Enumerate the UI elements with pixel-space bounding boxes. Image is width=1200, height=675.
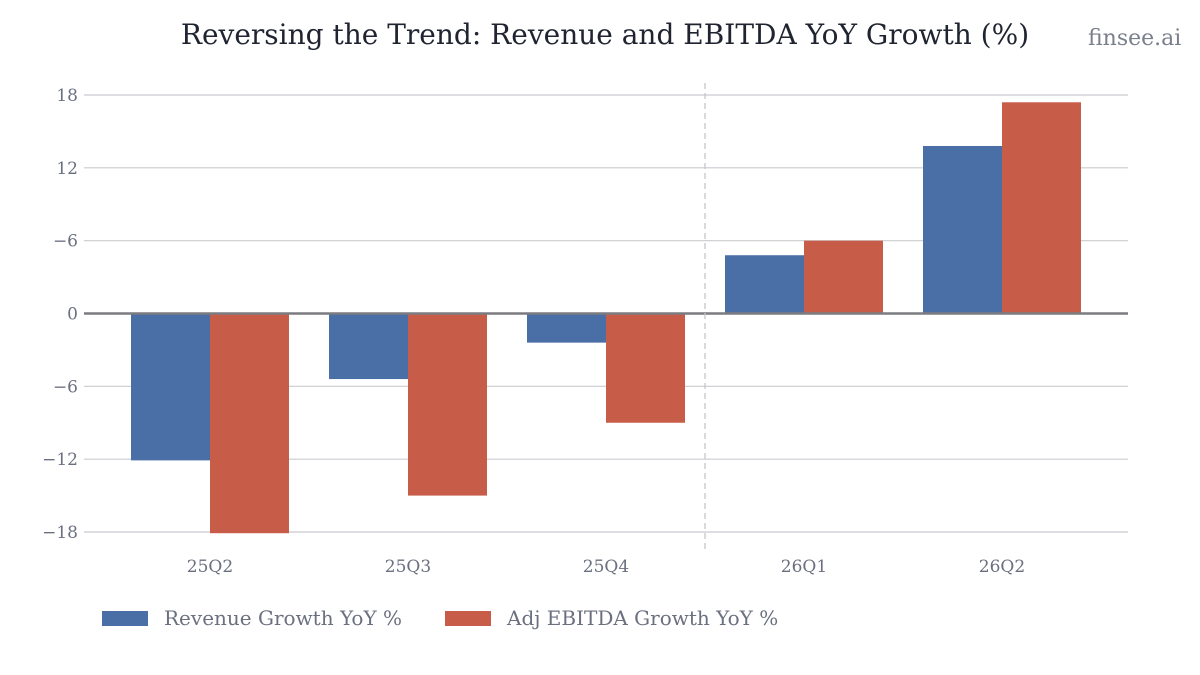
y-tick-label: −12: [42, 450, 78, 470]
y-tick-label: −18: [42, 523, 78, 543]
y-tick-label: −6: [53, 232, 78, 252]
ebitda-growth-bar: [606, 313, 685, 423]
ebitda-growth-bar: [1002, 102, 1081, 314]
chart-title: Reversing the Trend: Revenue and EBITDA …: [180, 18, 1030, 51]
x-tick-label: 26Q1: [781, 557, 827, 577]
y-axis-ticks: −18 −12 −6 0 −6 12 18: [42, 86, 78, 543]
revenue-growth-bar: [725, 255, 804, 314]
legend-label: Adj EBITDA Growth YoY %: [506, 606, 778, 630]
x-tick-label: 26Q2: [979, 557, 1025, 577]
revenue-growth-bar: [527, 313, 606, 343]
revenue-growth-bar: [923, 145, 1002, 314]
ebitda-growth-bar: [804, 240, 883, 314]
y-tick-label: −6: [53, 377, 78, 397]
ebitda-growth-bar: [408, 313, 487, 496]
legend-swatch: [445, 611, 491, 626]
x-tick-label: 25Q3: [385, 557, 431, 577]
legend-label: Revenue Growth YoY %: [164, 606, 402, 630]
watermark-logo: finsee.ai: [1088, 26, 1182, 51]
bars: [131, 102, 1081, 534]
ebitda-growth-bar: [210, 313, 289, 534]
y-tick-label: 0: [67, 305, 78, 325]
legend-swatch: [102, 611, 148, 626]
revenue-growth-bar: [329, 313, 408, 380]
x-tick-label: 25Q2: [187, 557, 233, 577]
y-tick-label: 12: [56, 159, 78, 179]
revenue-growth-bar: [131, 313, 210, 461]
x-axis-ticks: 25Q2 25Q3 25Q4 26Q1 26Q2: [187, 557, 1025, 577]
x-tick-label: 25Q4: [583, 557, 629, 577]
y-tick-label: 18: [56, 86, 78, 106]
legend: Revenue Growth YoY % Adj EBITDA Growth Yo…: [102, 606, 778, 630]
